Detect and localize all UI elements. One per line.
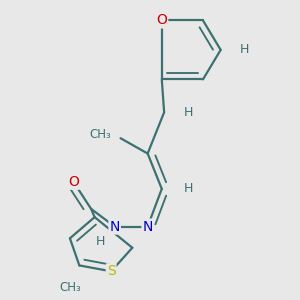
Text: H: H bbox=[96, 236, 105, 248]
Text: O: O bbox=[156, 14, 167, 27]
Text: CH₃: CH₃ bbox=[90, 128, 111, 141]
Text: O: O bbox=[68, 175, 79, 189]
Text: N: N bbox=[142, 220, 153, 234]
Text: H: H bbox=[239, 44, 249, 56]
Text: N: N bbox=[110, 220, 120, 234]
Text: S: S bbox=[107, 264, 116, 278]
Text: CH₃: CH₃ bbox=[59, 281, 81, 294]
Text: H: H bbox=[184, 106, 194, 119]
Text: H: H bbox=[184, 182, 194, 195]
